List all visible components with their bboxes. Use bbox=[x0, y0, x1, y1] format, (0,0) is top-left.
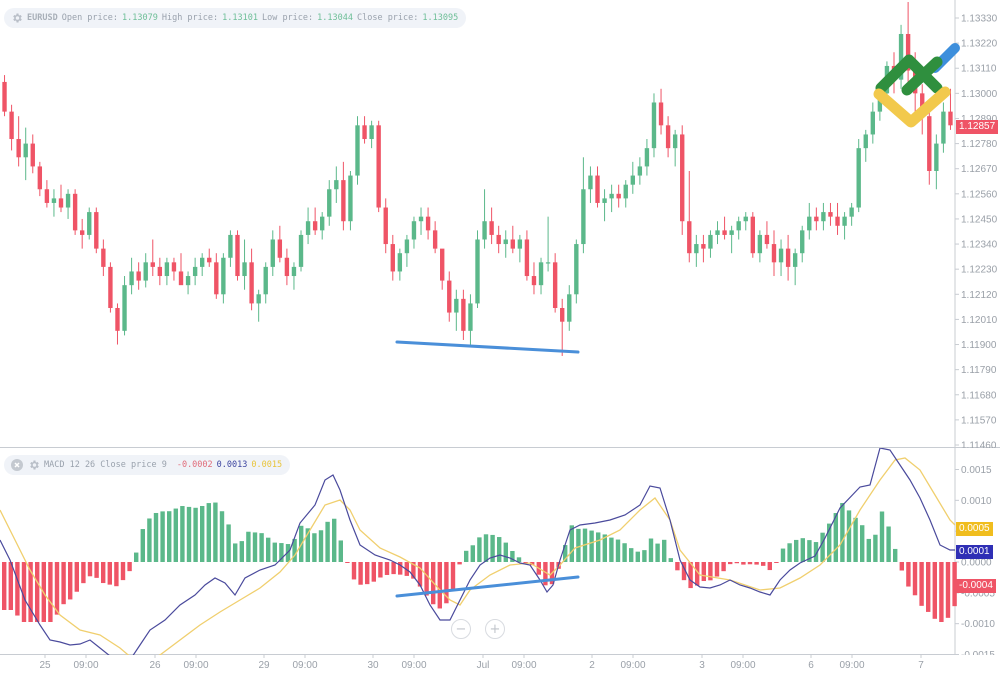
svg-text:09:00: 09:00 bbox=[183, 660, 208, 671]
trendline bbox=[395, 340, 580, 354]
histogram-axis-tag: -0.0004 bbox=[956, 579, 996, 593]
gear-icon[interactable] bbox=[27, 459, 40, 472]
zoom-in-button[interactable]: + bbox=[485, 619, 505, 639]
svg-text:2: 2 bbox=[589, 660, 595, 671]
candlestick-chart[interactable]: 1.13330 1.13220 1.13110 1.13000 1.12890 1.127… bbox=[0, 0, 1000, 448]
svg-text:09:00: 09:00 bbox=[620, 660, 645, 671]
svg-text:1.11900: 1.11900 bbox=[961, 340, 997, 351]
candles bbox=[2, 2, 953, 356]
zoom-out-button[interactable]: − bbox=[451, 619, 471, 639]
svg-text:6: 6 bbox=[808, 660, 814, 671]
svg-text:1.11680: 1.11680 bbox=[961, 390, 997, 401]
svg-text:09:00: 09:00 bbox=[730, 660, 755, 671]
svg-text:-0.0010: -0.0010 bbox=[961, 619, 995, 630]
svg-text:09:00: 09:00 bbox=[401, 660, 426, 671]
open-label: Open price: bbox=[61, 13, 119, 23]
svg-text:09:00: 09:00 bbox=[511, 660, 536, 671]
signal-line bbox=[0, 457, 956, 655]
price-legend: EURUSD Open price: 1.13079 High price: 1… bbox=[4, 8, 467, 28]
macd-legend: MACD 12 26 Close price 9 -0.0002 0.0013 … bbox=[4, 455, 291, 475]
close-label: Close price: bbox=[356, 13, 419, 23]
svg-text:30: 30 bbox=[367, 660, 379, 671]
svg-text:29: 29 bbox=[258, 660, 270, 671]
macd-chart[interactable]: 0.0015 0.0010 0.0005 0.0000 -0.0005 -0.0010 -0… bbox=[0, 448, 1000, 655]
macd-line-value: 0.0013 bbox=[216, 460, 248, 470]
svg-text:09:00: 09:00 bbox=[292, 660, 317, 671]
macd-axis-tag: 0.0001 bbox=[956, 545, 993, 559]
svg-text:0.0010: 0.0010 bbox=[961, 496, 992, 507]
svg-text:0.0000: 0.0000 bbox=[961, 558, 992, 569]
svg-text:-0.0005: -0.0005 bbox=[961, 588, 995, 599]
svg-text:3: 3 bbox=[699, 660, 705, 671]
svg-text:1.12450: 1.12450 bbox=[961, 214, 998, 225]
svg-text:Jul: Jul bbox=[477, 660, 490, 671]
svg-text:1.13110: 1.13110 bbox=[961, 64, 997, 75]
svg-text:1.12560: 1.12560 bbox=[961, 189, 998, 200]
svg-text:0.0015: 0.0015 bbox=[961, 465, 992, 476]
svg-text:1.12230: 1.12230 bbox=[961, 265, 998, 276]
svg-text:1.12120: 1.12120 bbox=[961, 290, 998, 301]
macd-trendline bbox=[395, 575, 580, 598]
macd-line bbox=[0, 448, 955, 655]
svg-text:26: 26 bbox=[149, 660, 161, 671]
svg-text:1.12010: 1.12010 bbox=[961, 315, 998, 326]
svg-text:1.12890: 1.12890 bbox=[961, 114, 998, 125]
svg-text:7: 7 bbox=[918, 660, 924, 671]
high-value: 1.13101 bbox=[222, 13, 258, 23]
macd-pane[interactable]: 0.0015 0.0010 0.0005 0.0000 -0.0005 -0.0010 -0… bbox=[0, 448, 1000, 655]
svg-text:25: 25 bbox=[39, 660, 51, 671]
current-price-tag: 1.12857 bbox=[956, 120, 999, 134]
open-value: 1.13079 bbox=[122, 13, 158, 23]
low-value: 1.13044 bbox=[317, 13, 353, 23]
close-value: 1.13095 bbox=[422, 13, 459, 23]
svg-text:1.13330: 1.13330 bbox=[961, 14, 998, 25]
svg-text:1.13220: 1.13220 bbox=[961, 39, 998, 50]
svg-text:1.11460: 1.11460 bbox=[961, 441, 997, 449]
signal-axis-tag: 0.0005 bbox=[956, 522, 993, 536]
low-label: Low price: bbox=[261, 13, 314, 23]
svg-text:1.13000: 1.13000 bbox=[961, 89, 998, 100]
svg-text:1.11570: 1.11570 bbox=[961, 415, 997, 426]
symbol-label: EURUSD bbox=[27, 13, 58, 23]
svg-text:09:00: 09:00 bbox=[73, 660, 98, 671]
svg-text:1.12670: 1.12670 bbox=[961, 164, 998, 175]
high-label: High price: bbox=[161, 13, 219, 23]
macd-histogram bbox=[2, 502, 957, 622]
price-chart-pane[interactable]: 1.13330 1.13220 1.13110 1.13000 1.12890 1.127… bbox=[0, 0, 1000, 448]
macd-signal-value: 0.0015 bbox=[251, 460, 283, 470]
svg-text:1.11790: 1.11790 bbox=[961, 365, 997, 376]
svg-text:1.12780: 1.12780 bbox=[961, 139, 998, 150]
svg-text:09:00: 09:00 bbox=[839, 660, 864, 671]
macd-title: MACD 12 26 Close price 9 bbox=[44, 460, 167, 470]
brand-logo-icon bbox=[873, 43, 960, 128]
time-axis[interactable]: 25 09:00 26 09:00 29 09:00 30 09:00 Jul 09:00 2 09:… bbox=[0, 655, 1000, 673]
svg-text:-0.0015: -0.0015 bbox=[961, 650, 995, 655]
gear-icon[interactable] bbox=[10, 12, 23, 25]
close-icon[interactable] bbox=[10, 459, 23, 472]
svg-text:1.12340: 1.12340 bbox=[961, 240, 998, 251]
macd-histogram-value: -0.0002 bbox=[176, 460, 213, 470]
